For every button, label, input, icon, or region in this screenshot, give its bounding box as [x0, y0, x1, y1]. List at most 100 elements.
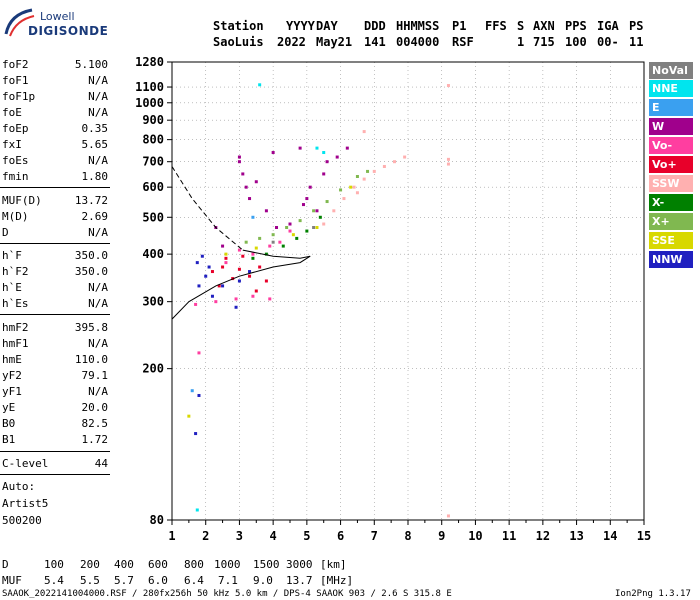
echo-point — [254, 246, 258, 250]
echo-point — [271, 240, 275, 244]
echo-point — [288, 229, 292, 233]
echo-point — [251, 215, 255, 219]
legend-ssw: SSW — [649, 175, 693, 192]
hdr-hhmmss: HHMMSS — [396, 19, 440, 33]
echo-point — [251, 252, 255, 256]
echo-point — [258, 265, 262, 269]
legend-x-minus: X- — [649, 194, 693, 211]
echo-point — [345, 146, 349, 150]
profile-curves — [171, 166, 311, 320]
echo-point — [446, 84, 450, 88]
muf-value: 7.1 — [218, 574, 238, 587]
y-axis-ticks: 80 200 300 400 500 600 700 800 900 1000 1100 1280 — [135, 55, 172, 527]
x-tick-label: 13 — [569, 529, 583, 543]
logo-line2: DIGISONDE — [28, 24, 109, 38]
echo-point — [244, 185, 248, 189]
param-row: B0 82.5 — [2, 417, 108, 430]
legend-nne: NNE — [649, 80, 693, 97]
val-axn: 715 — [533, 35, 555, 49]
val-pps: 100 — [565, 35, 587, 49]
y-tick-label: 700 — [142, 155, 164, 169]
legend-sse: SSE — [649, 232, 693, 249]
lowell-logo: Lowell DIGISONDE — [2, 4, 112, 44]
echo-point — [355, 175, 359, 178]
x-axis-ticks: 1 2 3 4 5 6 7 8 9 10 11 12 13 14 15 — [168, 520, 651, 543]
echo-point — [234, 297, 238, 301]
echo-point — [301, 203, 305, 207]
param-row: hmF2 395.8 — [2, 321, 108, 334]
x-tick-label: 11 — [502, 529, 516, 543]
hdr-ffs: FFS — [485, 19, 507, 33]
hdr-ps: PS — [629, 19, 644, 33]
echo-point — [237, 279, 241, 283]
muf-d-value: 400 — [114, 558, 134, 571]
val-hhmmss: 004000 — [396, 35, 440, 49]
legend-noval: NoVal — [649, 62, 693, 79]
echo-point — [237, 248, 241, 252]
echo-point — [325, 200, 329, 204]
muf-value: 5.5 — [80, 574, 100, 587]
y-tick-label: 900 — [142, 113, 164, 127]
x-tick-label: 1 — [168, 529, 175, 543]
divider — [0, 243, 110, 244]
echo-point — [278, 240, 282, 244]
echo-point — [187, 414, 191, 418]
x-tick-label: 10 — [468, 529, 482, 543]
logo-swoosh-icon — [4, 8, 35, 37]
echo-point — [268, 297, 272, 301]
echo-point — [200, 254, 204, 258]
logo-line1: Lowell — [40, 10, 75, 23]
profile-upper — [242, 249, 311, 259]
auto-code: 500200 — [2, 514, 42, 527]
auto-artist: Artist5 — [2, 497, 49, 510]
clevel-row: C-level 44 — [2, 457, 108, 470]
x-tick-label: 4 — [270, 529, 277, 543]
echo-point — [194, 432, 198, 436]
echo-point — [352, 185, 356, 189]
echo-point — [349, 185, 353, 189]
hdr-day: DAY — [316, 19, 338, 33]
echo-point — [264, 209, 268, 213]
muf-value: 9.0 — [253, 574, 273, 587]
param-row: hmF1 N/A — [2, 337, 108, 350]
hdr-s: S — [517, 19, 525, 33]
echo-point — [221, 265, 225, 269]
muf-value: 5.7 — [114, 574, 134, 587]
echo-point — [325, 160, 329, 164]
param-row: B1 1.72 — [2, 433, 108, 446]
echo-point — [362, 177, 366, 181]
param-row: yF1 N/A — [2, 385, 108, 398]
echo-point — [382, 164, 386, 168]
echo-point — [190, 389, 194, 393]
hdr-station: Station — [213, 19, 264, 33]
echo-point — [312, 225, 316, 229]
param-row: foE N/A — [2, 106, 108, 119]
echo-point — [195, 508, 199, 512]
divider — [0, 474, 110, 475]
echo-point — [372, 169, 376, 173]
param-row: foEp 0.35 — [2, 122, 108, 135]
hdr-axn: AXN — [533, 19, 555, 33]
echo-point — [197, 393, 201, 397]
echo-point — [403, 155, 407, 159]
echo-point — [234, 305, 238, 309]
echo-point — [271, 151, 275, 155]
param-row: h`F2 350.0 — [2, 265, 108, 278]
echo-point — [318, 215, 322, 219]
echo-point — [248, 197, 252, 201]
val-ps: 11 — [629, 35, 644, 49]
echo-point — [285, 225, 289, 229]
y-tick-label: 400 — [142, 247, 164, 261]
echo-point — [221, 244, 225, 248]
param-row: h`E N/A — [2, 281, 108, 294]
x-tick-label: 2 — [202, 529, 209, 543]
echo-point — [322, 151, 326, 155]
y-tick-label: 600 — [142, 180, 164, 194]
echo-point — [224, 256, 228, 260]
echo-point — [322, 222, 326, 226]
x-tick-label: 12 — [536, 529, 550, 543]
echo-point — [197, 351, 201, 355]
param-row: fxI 5.65 — [2, 138, 108, 151]
echo-point — [237, 155, 241, 159]
y-tick-label: 800 — [142, 133, 164, 147]
